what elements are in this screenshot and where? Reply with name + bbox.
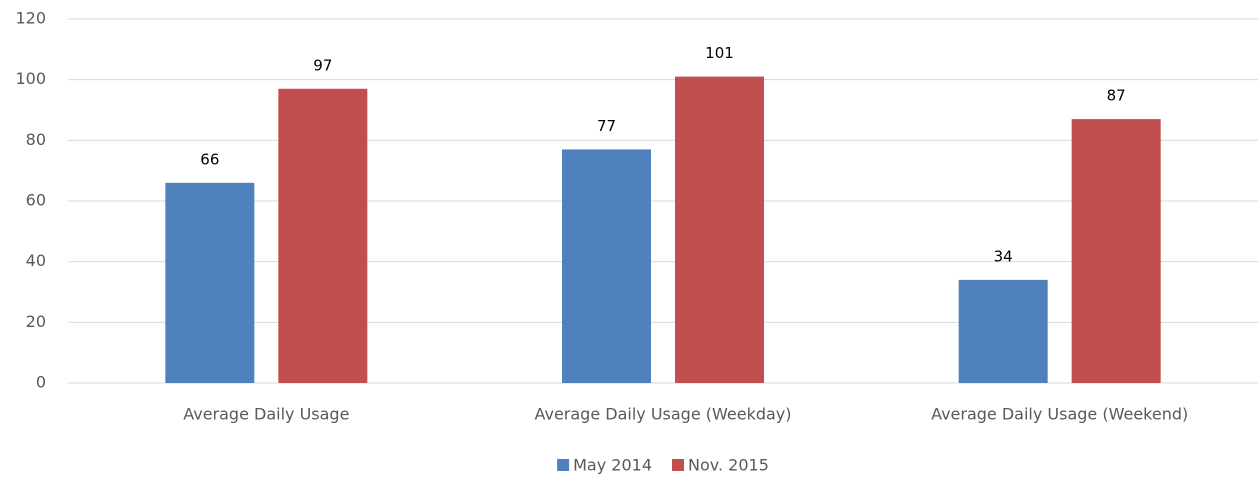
y-tick-label: 100 <box>15 69 46 88</box>
x-tick-label: Average Daily Usage (Weekend) <box>931 405 1188 424</box>
legend-swatch <box>557 459 570 471</box>
data-label: 101 <box>705 44 734 62</box>
legend-label: Nov. 2015 <box>688 456 769 475</box>
y-tick-label: 40 <box>26 251 46 270</box>
data-label: 87 <box>1107 87 1126 105</box>
data-label: 77 <box>597 117 616 135</box>
data-label: 34 <box>994 247 1013 265</box>
bar <box>562 149 651 383</box>
data-label: 66 <box>200 150 219 168</box>
bar <box>675 76 764 383</box>
legend-label: May 2014 <box>573 456 652 475</box>
bar <box>1071 119 1161 383</box>
y-tick-label: 120 <box>15 9 46 28</box>
legend-swatch <box>672 459 685 471</box>
x-tick-label: Average Daily Usage <box>183 405 349 424</box>
x-tick-label: Average Daily Usage (Weekday) <box>534 405 791 424</box>
bar <box>958 279 1048 383</box>
bar <box>165 182 255 383</box>
y-tick-label: 60 <box>26 191 46 210</box>
y-tick-label: 20 <box>26 312 46 331</box>
y-tick-label: 80 <box>26 130 46 149</box>
bar <box>278 88 368 384</box>
data-label: 97 <box>313 56 332 74</box>
y-tick-label: 0 <box>36 373 46 392</box>
